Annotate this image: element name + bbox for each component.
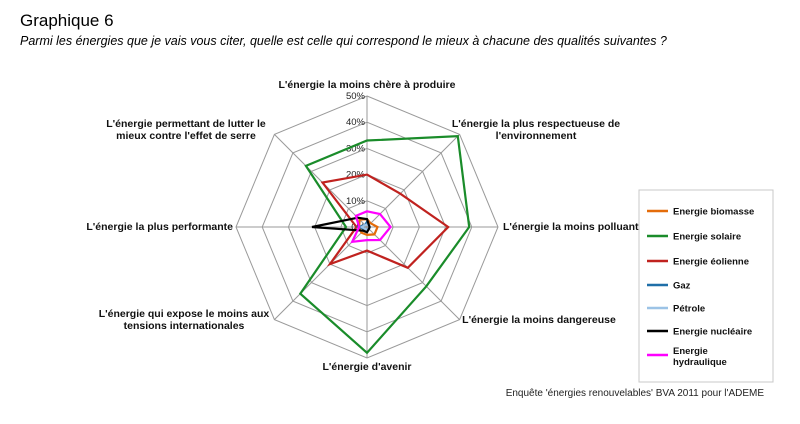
radar-series (298, 135, 471, 355)
legend-label: Energie nucléaire (673, 327, 752, 338)
legend-label: Pétrole (673, 304, 705, 315)
series-line (357, 217, 379, 237)
category-label-line: L'énergie la moins dangereuse (462, 314, 616, 326)
legend: Energie biomasse Energie solaire Energie é… (638, 189, 774, 383)
legend-label-line: Energie biomasse (673, 207, 754, 218)
category-label-line: L'énergie la moins chère à produire (279, 79, 456, 91)
legend-label-line: Energie nucléaire (673, 327, 752, 338)
series-line (298, 135, 471, 355)
category-label: L'énergie la moins polluante (503, 221, 645, 233)
legend-label: Energie hydraulique (673, 346, 727, 368)
series-line (350, 210, 393, 244)
chart-subtitle: Parmi les énergies que je vais vous cite… (20, 34, 667, 48)
category-label-line: tensions internationales (124, 320, 245, 332)
legend-label-line: Gaz (673, 281, 691, 292)
category-label: L'énergie la moins dangereuse (462, 314, 616, 326)
legend-label-line: Energie solaire (673, 232, 741, 243)
category-label-line: L'énergie la plus respectueuse de (452, 118, 620, 130)
grid-spoke (366, 134, 460, 228)
legend-label: Energie biomasse (673, 207, 754, 218)
tick-label: 20% (346, 170, 366, 181)
grid-spoke (366, 226, 460, 320)
legend-label-line: Energie (673, 346, 708, 357)
category-label: L'énergie permettant de lutter le mieux c… (106, 118, 266, 142)
legend-label-line: Energie éolienne (673, 257, 749, 268)
tick-label: 30% (346, 143, 366, 154)
chart-title: Graphique 6 (20, 11, 114, 30)
category-label-line: L'énergie permettant de lutter le (106, 118, 266, 130)
legend-label-line: hydraulique (673, 357, 727, 368)
category-label-line: L'énergie d'avenir (322, 361, 411, 373)
category-labels: L'énergie la moins chère à produire L'éne… (86, 79, 644, 373)
tick-label: 10% (346, 196, 366, 207)
category-label-line: l'environnement (496, 130, 577, 142)
series-line (320, 173, 450, 270)
category-label: L'énergie la moins chère à produire (279, 79, 456, 91)
category-label: L'énergie qui expose le moins aux tension… (99, 308, 270, 332)
tick-label: 40% (346, 117, 366, 128)
category-label: L'énergie la plus performante (86, 221, 233, 233)
legend-label-line: Pétrole (673, 304, 705, 315)
series-line (311, 216, 371, 234)
legend-label: Energie solaire (673, 232, 741, 243)
category-label-line: L'énergie la moins polluante (503, 221, 645, 233)
category-label-line: mieux contre l'effet de serre (116, 130, 256, 142)
category-label-line: L'énergie la plus performante (86, 221, 233, 233)
category-label: L'énergie la plus respectueuse de l'envir… (452, 118, 620, 142)
grid-spoke (274, 134, 368, 228)
radial-tick-labels: 0%10%20%30%40%50% (346, 91, 366, 233)
source-note: Enquête 'énergies renouvelables' BVA 201… (505, 388, 764, 399)
category-label-line: L'énergie qui expose le moins aux (99, 308, 270, 320)
legend-label: Energie éolienne (673, 257, 749, 268)
tick-label: 50% (346, 91, 366, 102)
legend-label: Gaz (673, 281, 691, 292)
category-label: L'énergie d'avenir (322, 361, 411, 373)
